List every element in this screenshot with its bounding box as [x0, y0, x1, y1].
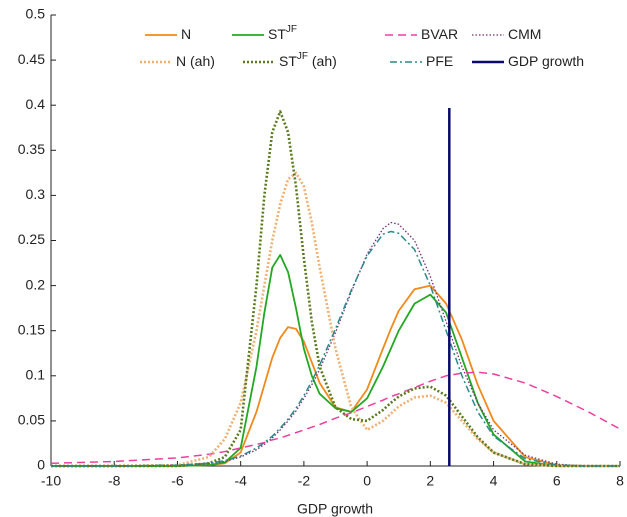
x-tick-label: -6: [171, 473, 184, 489]
legend-suffix: (ah): [308, 53, 337, 69]
y-tick-label: 0.15: [18, 321, 45, 337]
legend-name: CMM: [508, 26, 541, 42]
y-tick-label: 0.05: [18, 412, 45, 428]
legend-label: STJF (ah): [279, 51, 337, 69]
density-line: [51, 110, 620, 468]
y-tick-label: 0.2: [26, 276, 46, 292]
x-tick-label: -4: [234, 473, 247, 489]
y-tick-label: 0.5: [26, 6, 46, 22]
y-tick-label: 0.45: [18, 51, 45, 67]
y-tick-label: 0.3: [26, 186, 46, 202]
y-tick-label: 0.25: [18, 231, 45, 247]
x-tick-label: 2: [426, 473, 434, 489]
density-line: [51, 171, 620, 468]
legend-name: ST: [268, 26, 286, 42]
legend-name: N: [181, 26, 191, 42]
legend-label: N (ah): [176, 53, 215, 69]
legend-name: PFE: [426, 53, 453, 69]
x-tick-label: 4: [490, 473, 498, 489]
y-tick-label: 0: [37, 457, 45, 473]
legend-label: PFE: [426, 53, 453, 69]
density-line: [51, 221, 620, 467]
x-tick-label: 8: [616, 473, 624, 489]
legend-label: STJF: [268, 24, 297, 42]
legend-name: N (ah): [176, 53, 215, 69]
legend-label: CMM: [508, 26, 541, 42]
x-tick-label: 0: [363, 473, 371, 489]
density-line: [51, 230, 620, 467]
legend-name: ST: [279, 53, 297, 69]
y-tick-label: 0.4: [26, 96, 46, 112]
density-line: [51, 254, 620, 467]
legend-label: N: [181, 26, 191, 42]
y-tick-label: 0.1: [26, 367, 46, 383]
x-tick-label: -8: [108, 473, 121, 489]
x-axis-label: GDP growth: [297, 501, 373, 517]
legend-name: BVAR: [421, 26, 458, 42]
x-tick-label: 6: [553, 473, 561, 489]
x-tick-label: -2: [298, 473, 311, 489]
legend-superscript: JF: [286, 24, 297, 35]
y-tick-label: 0.35: [18, 141, 45, 157]
legend-label: BVAR: [421, 26, 458, 42]
legend-name: GDP growth: [508, 53, 584, 69]
density-line: [50, 371, 621, 465]
legend-label: GDP growth: [508, 53, 584, 69]
density-line: [51, 284, 620, 467]
legend-superscript: JF: [297, 51, 308, 62]
x-tick-label: -10: [41, 473, 61, 489]
